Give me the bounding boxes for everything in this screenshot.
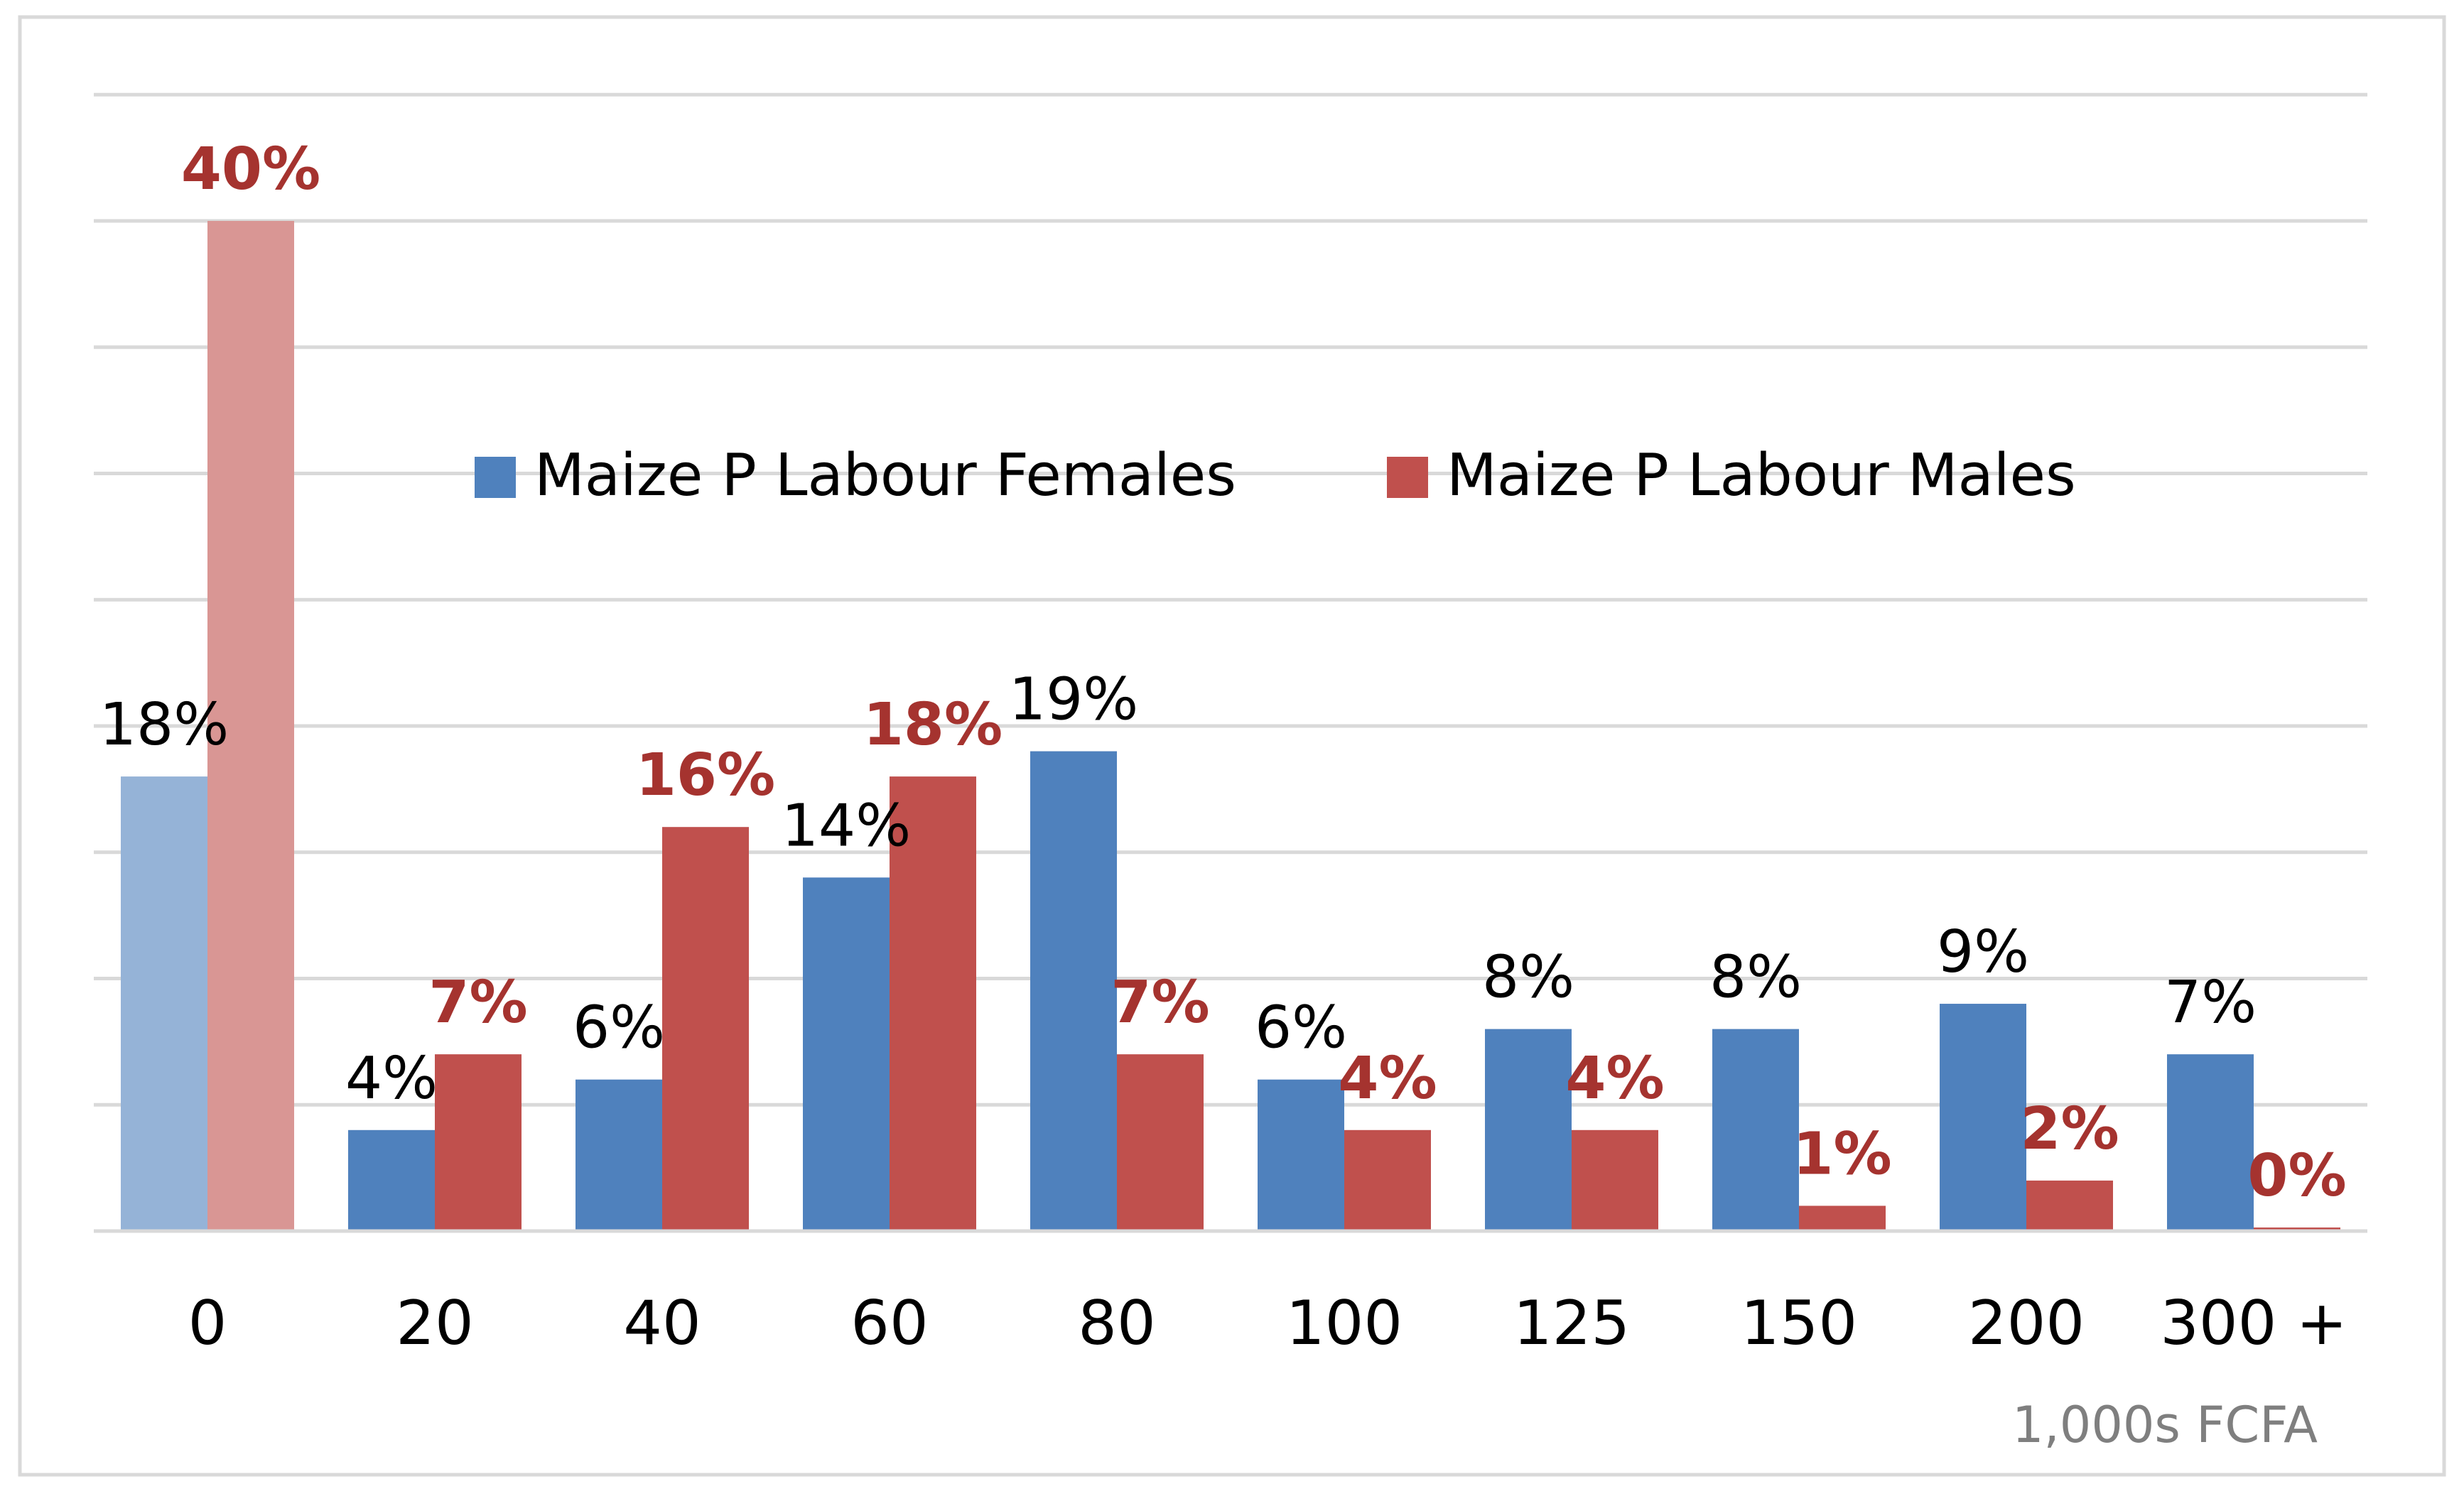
data-label-females: 4% [345,1045,438,1112]
bar-females [803,877,890,1231]
x-tick-label: 200 [1968,1288,2085,1359]
bar-females [2167,1054,2254,1231]
data-label-males: 0% [2247,1142,2346,1210]
legend-label-females: Maize P Labour Females [534,442,1236,509]
bar-females [1485,1029,1572,1231]
data-label-males: 4% [1338,1045,1437,1112]
bar-males [435,1054,522,1231]
chart-frame [18,15,2446,1477]
data-label-females: 18% [99,691,229,759]
bar-females [1940,1004,2026,1231]
data-label-males: 18% [863,691,1003,759]
data-label-males: 7% [428,969,527,1036]
data-label-females: 6% [573,995,665,1062]
bar-males [2026,1180,2113,1231]
bar-females [1030,751,1117,1231]
data-label-females: 6% [1255,995,1347,1062]
x-tick-label: 0 [188,1288,227,1359]
bar-males [1344,1129,1431,1231]
data-label-males: 4% [1565,1045,1664,1112]
data-label-males: 1% [1793,1120,1891,1188]
data-label-females: 14% [782,792,911,860]
bar-females [1258,1079,1344,1231]
legend-swatch-males [1387,457,1428,498]
bar-males [1117,1054,1204,1231]
bar-males [662,827,749,1231]
x-axis-title: 1,000s FCFA [2012,1396,2318,1454]
legend-swatch-females [475,457,516,498]
bar-females [1712,1029,1799,1231]
x-tick-label: 80 [1078,1288,1155,1359]
bars [121,221,2340,1231]
bar-females [121,776,207,1231]
data-label-males: 16% [636,742,775,809]
x-tick-label: 125 [1513,1288,1630,1359]
data-label-females: 9% [1937,919,2029,986]
x-tick-label: 60 [850,1288,928,1359]
data-label-males: 2% [2020,1095,2119,1163]
x-tick-label: 40 [623,1288,701,1359]
data-label-males: 7% [1111,969,1209,1036]
bar-females [348,1129,435,1231]
x-tick-label: 150 [1741,1288,1857,1359]
data-label-males: 40% [181,136,320,203]
bar-males [207,221,294,1231]
bar-males [890,776,976,1231]
bar-females [576,1079,662,1231]
data-labels: 18%40%4%7% 6%16%14%18% 19%7% 6%4%8%4%8%1%9%… [99,136,2347,1210]
x-tick-label: 20 [396,1288,473,1359]
bar-males [1572,1129,1658,1231]
x-tick-label: 300 + [2160,1288,2347,1359]
gridlines [94,92,2367,1107]
x-tick-label: 100 [1286,1288,1403,1359]
data-label-females: 8% [1709,944,1802,1012]
data-label-females: 8% [1482,944,1574,1012]
data-label-females: 19% [1009,666,1138,734]
bar-males [1799,1205,1886,1231]
legend-label-males: Maize P Labour Males [1447,442,2076,509]
legend: Maize P Labour Females Maize P Labour Ma… [475,442,2076,509]
data-label-females: 7% [2164,969,2257,1036]
x-tick-labels: 0 20 40 60 80 100 125 150 200 300 + [188,1288,2347,1359]
